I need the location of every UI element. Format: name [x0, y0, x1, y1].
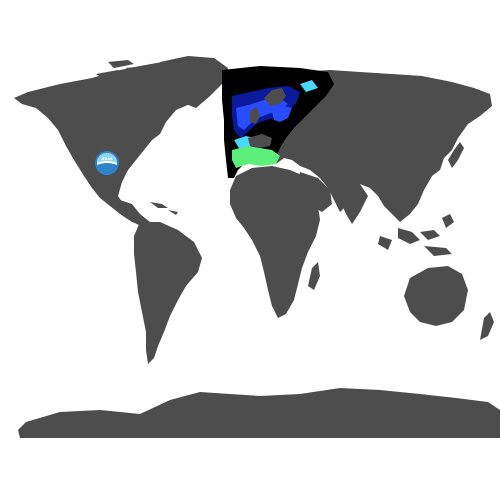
overlay-high — [234, 80, 318, 150]
overlay-highest — [232, 146, 280, 168]
australia — [404, 266, 468, 326]
antarctica — [18, 388, 500, 438]
overlay-mid — [236, 98, 288, 130]
north-america — [14, 62, 214, 226]
new-zealand — [480, 312, 494, 340]
land-masses — [14, 56, 500, 438]
japan — [448, 142, 464, 168]
noaa-logo-text: NOAA — [101, 157, 113, 161]
south-america — [134, 222, 202, 364]
noaa-logo-sky — [97, 153, 117, 163]
madagascar — [308, 262, 320, 290]
data-overlay — [222, 66, 334, 178]
noaa-logo: NOAA — [95, 151, 119, 175]
southeast-asia-islands — [378, 214, 454, 256]
caribbean-islands — [150, 202, 178, 215]
africa — [230, 166, 320, 318]
india — [340, 184, 368, 224]
overlay-land-europe — [248, 88, 286, 148]
overlay-mid-baltic — [272, 106, 292, 122]
greenland — [160, 56, 228, 108]
noaa-logo-wave — [97, 163, 117, 175]
arctic-islands — [96, 60, 150, 82]
